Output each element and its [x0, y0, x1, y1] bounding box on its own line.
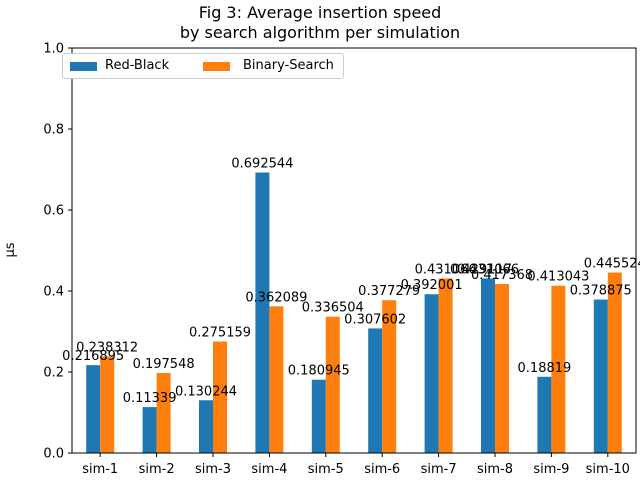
x-tick-label: sim-9	[533, 462, 569, 477]
bar-binary-search-sim-2	[156, 372, 171, 453]
bar-red-black-sim-3	[199, 400, 213, 453]
y-axis: 0.0 0.2 0.4 0.6 0.8 1.0	[43, 42, 72, 462]
legend-swatch-binary-search	[203, 62, 230, 71]
bar-red-black-sim-8	[481, 278, 495, 453]
data-label-extra: 0.429117	[450, 262, 512, 277]
bar-binary-search-sim-7	[438, 278, 453, 453]
y-tick-label: 0.8	[43, 123, 64, 138]
legend-swatch-red-black	[70, 62, 97, 71]
data-label-red-black-sim-8: 0.431066	[457, 262, 519, 277]
data-label-binary-search-sim-4: 0.362089	[245, 290, 307, 305]
data-label-red-black-sim-5: 0.180945	[288, 364, 350, 379]
data-label-binary-search-sim-3: 0.275159	[189, 326, 251, 341]
bar-red-black-sim-1	[86, 365, 101, 453]
bar-red-black-sim-9	[537, 376, 552, 453]
y-tick-label: 0.4	[43, 285, 64, 300]
data-label-red-black-sim-7: 0.392001	[401, 278, 463, 293]
legend: Red-Black Binary-Search	[62, 53, 344, 79]
bar-binary-search-sim-10	[607, 272, 622, 453]
chart-title: Fig 3: Average insertion speed	[198, 3, 442, 22]
data-label-red-black-sim-3: 0.130244	[175, 384, 237, 399]
bar-binary-search-sim-4	[269, 306, 284, 453]
x-tick-label: sim-1	[82, 462, 118, 477]
data-label-binary-search-sim-2: 0.197548	[133, 357, 195, 372]
bar-binary-search-sim-1	[100, 356, 115, 453]
data-label-red-black-sim-2: 0.11339	[123, 391, 177, 406]
chart-marks	[86, 172, 622, 453]
data-label-red-black-sim-9: 0.18819	[518, 361, 572, 376]
x-tick-label: sim-2	[139, 462, 175, 477]
data-label-binary-search-sim-1: 0.238312	[76, 340, 138, 355]
data-label-binary-search-sim-7: 0.431066	[415, 262, 477, 277]
bar-red-black-sim-7	[424, 294, 439, 453]
bar-binary-search-sim-6	[382, 300, 397, 453]
plot-frame	[71, 47, 637, 454]
x-axis: sim-1 sim-2 sim-3 sim-4 sim-5 sim-6 sim-7 sim-8…	[82, 453, 630, 477]
data-label-binary-search-sim-9: 0.413043	[527, 270, 589, 285]
data-label-red-black-sim-10: 0.378875	[570, 284, 632, 299]
data-label-red-black-sim-4: 0.692544	[231, 157, 293, 172]
chart-subtitle: by search algorithm per simulation	[179, 23, 461, 42]
x-tick-label: sim-4	[251, 462, 287, 477]
bar-red-black-sim-10	[593, 299, 608, 453]
y-tick-label: 0.6	[43, 204, 64, 219]
data-label-binary-search-sim-6: 0.377279	[358, 284, 420, 299]
bar-red-black-sim-2	[142, 407, 157, 453]
data-label-binary-search-sim-10: 0.445524	[584, 257, 640, 272]
y-tick-label: 0.2	[43, 366, 64, 381]
x-tick-label: sim-7	[421, 462, 457, 477]
bar-binary-search-sim-8	[495, 283, 509, 453]
data-label-red-black-sim-6: 0.307602	[344, 312, 406, 327]
x-tick-label: sim-3	[195, 462, 231, 477]
x-tick-label: sim-10	[586, 462, 630, 477]
x-tick-label: sim-5	[308, 462, 344, 477]
x-tick-label: sim-8	[477, 462, 513, 477]
legend-label-binary-search: Binary-Search	[243, 58, 334, 73]
bar-red-black-sim-6	[368, 328, 383, 453]
x-tick-label: sim-6	[364, 462, 400, 477]
bar-binary-search-sim-9	[551, 285, 566, 453]
data-label-binary-search-sim-8: 0.417368	[471, 268, 533, 283]
y-axis-label: μs	[3, 242, 18, 257]
bar-red-black-sim-5	[311, 379, 326, 453]
bar-binary-search-sim-5	[325, 316, 340, 453]
data-label-red-black-sim-1: 0.216895	[62, 349, 124, 364]
data-label-binary-search-sim-5: 0.336504	[302, 301, 364, 316]
legend-label-red-black: Red-Black	[105, 58, 170, 73]
bar-binary-search-sim-3	[213, 341, 227, 453]
y-tick-label: 1.0	[43, 42, 64, 57]
y-tick-label: 0.0	[43, 447, 64, 462]
bar-red-black-sim-4	[255, 172, 270, 453]
